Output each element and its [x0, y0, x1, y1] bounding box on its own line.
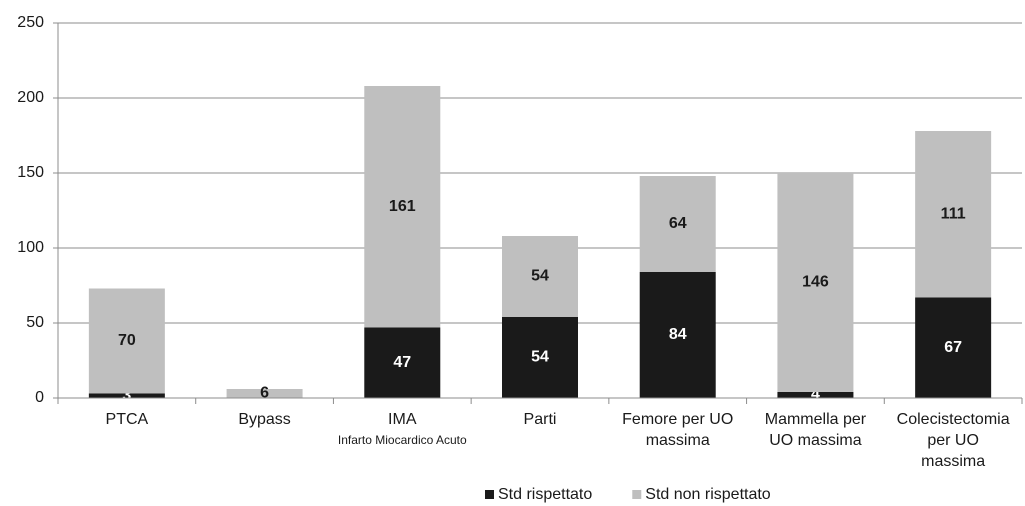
data-label: 64: [669, 215, 687, 232]
x-tick-label: Bypass: [238, 411, 290, 428]
x-tick-label: per UO: [927, 432, 979, 449]
bar-segment: [226, 389, 303, 398]
legend-swatch: [632, 490, 642, 499]
data-label: 70: [118, 332, 136, 349]
bar-segment: [915, 297, 992, 398]
bar-segment: [364, 86, 441, 328]
legend-label: Std rispettato: [498, 486, 592, 503]
x-tick-label: Parti: [524, 411, 557, 428]
data-label: 4: [811, 386, 820, 403]
y-tick-label: 250: [17, 14, 44, 31]
bar-segment: [777, 392, 854, 398]
bar-segment: [777, 173, 854, 392]
data-label: 146: [802, 274, 829, 291]
data-label: 3: [122, 387, 131, 404]
x-tick-label: PTCA: [106, 411, 149, 428]
x-tick-sublabel: Infarto Miocardico Acuto: [338, 433, 467, 447]
data-label: 111: [941, 205, 966, 222]
data-label: 47: [393, 354, 411, 371]
x-tick-label: UO massima: [769, 432, 862, 449]
bar-segment: [502, 317, 578, 398]
x-tick-label: Femore per UO: [622, 411, 733, 428]
x-tick-label: massima: [921, 453, 985, 470]
y-tick-label: 50: [26, 314, 44, 331]
data-label: 6: [260, 385, 269, 402]
data-label: 84: [669, 326, 687, 343]
y-tick-label: 100: [17, 239, 44, 256]
bar-segment: [915, 131, 992, 298]
data-label: 54: [531, 349, 549, 366]
bar-segment: [88, 288, 165, 394]
bar-segment: [639, 176, 716, 272]
legend-swatch: [485, 490, 494, 499]
data-label: 54: [531, 268, 549, 285]
legend-label: Std non rispettato: [645, 486, 771, 503]
y-tick-label: 200: [17, 89, 44, 106]
bar-segment: [88, 393, 165, 398]
x-tick-label: IMA: [388, 411, 417, 428]
data-label: 161: [389, 198, 416, 215]
x-tick-label: Mammella per: [765, 411, 867, 428]
y-tick-label: 0: [35, 389, 44, 406]
x-tick-label: massima: [646, 432, 710, 449]
data-label: 67: [944, 339, 962, 356]
y-tick-label: 150: [17, 164, 44, 181]
bar-segment: [502, 236, 578, 317]
bar-segment: [639, 272, 716, 398]
x-tick-label: Colecistectomia: [897, 411, 1010, 428]
bar-segment: [364, 327, 441, 398]
